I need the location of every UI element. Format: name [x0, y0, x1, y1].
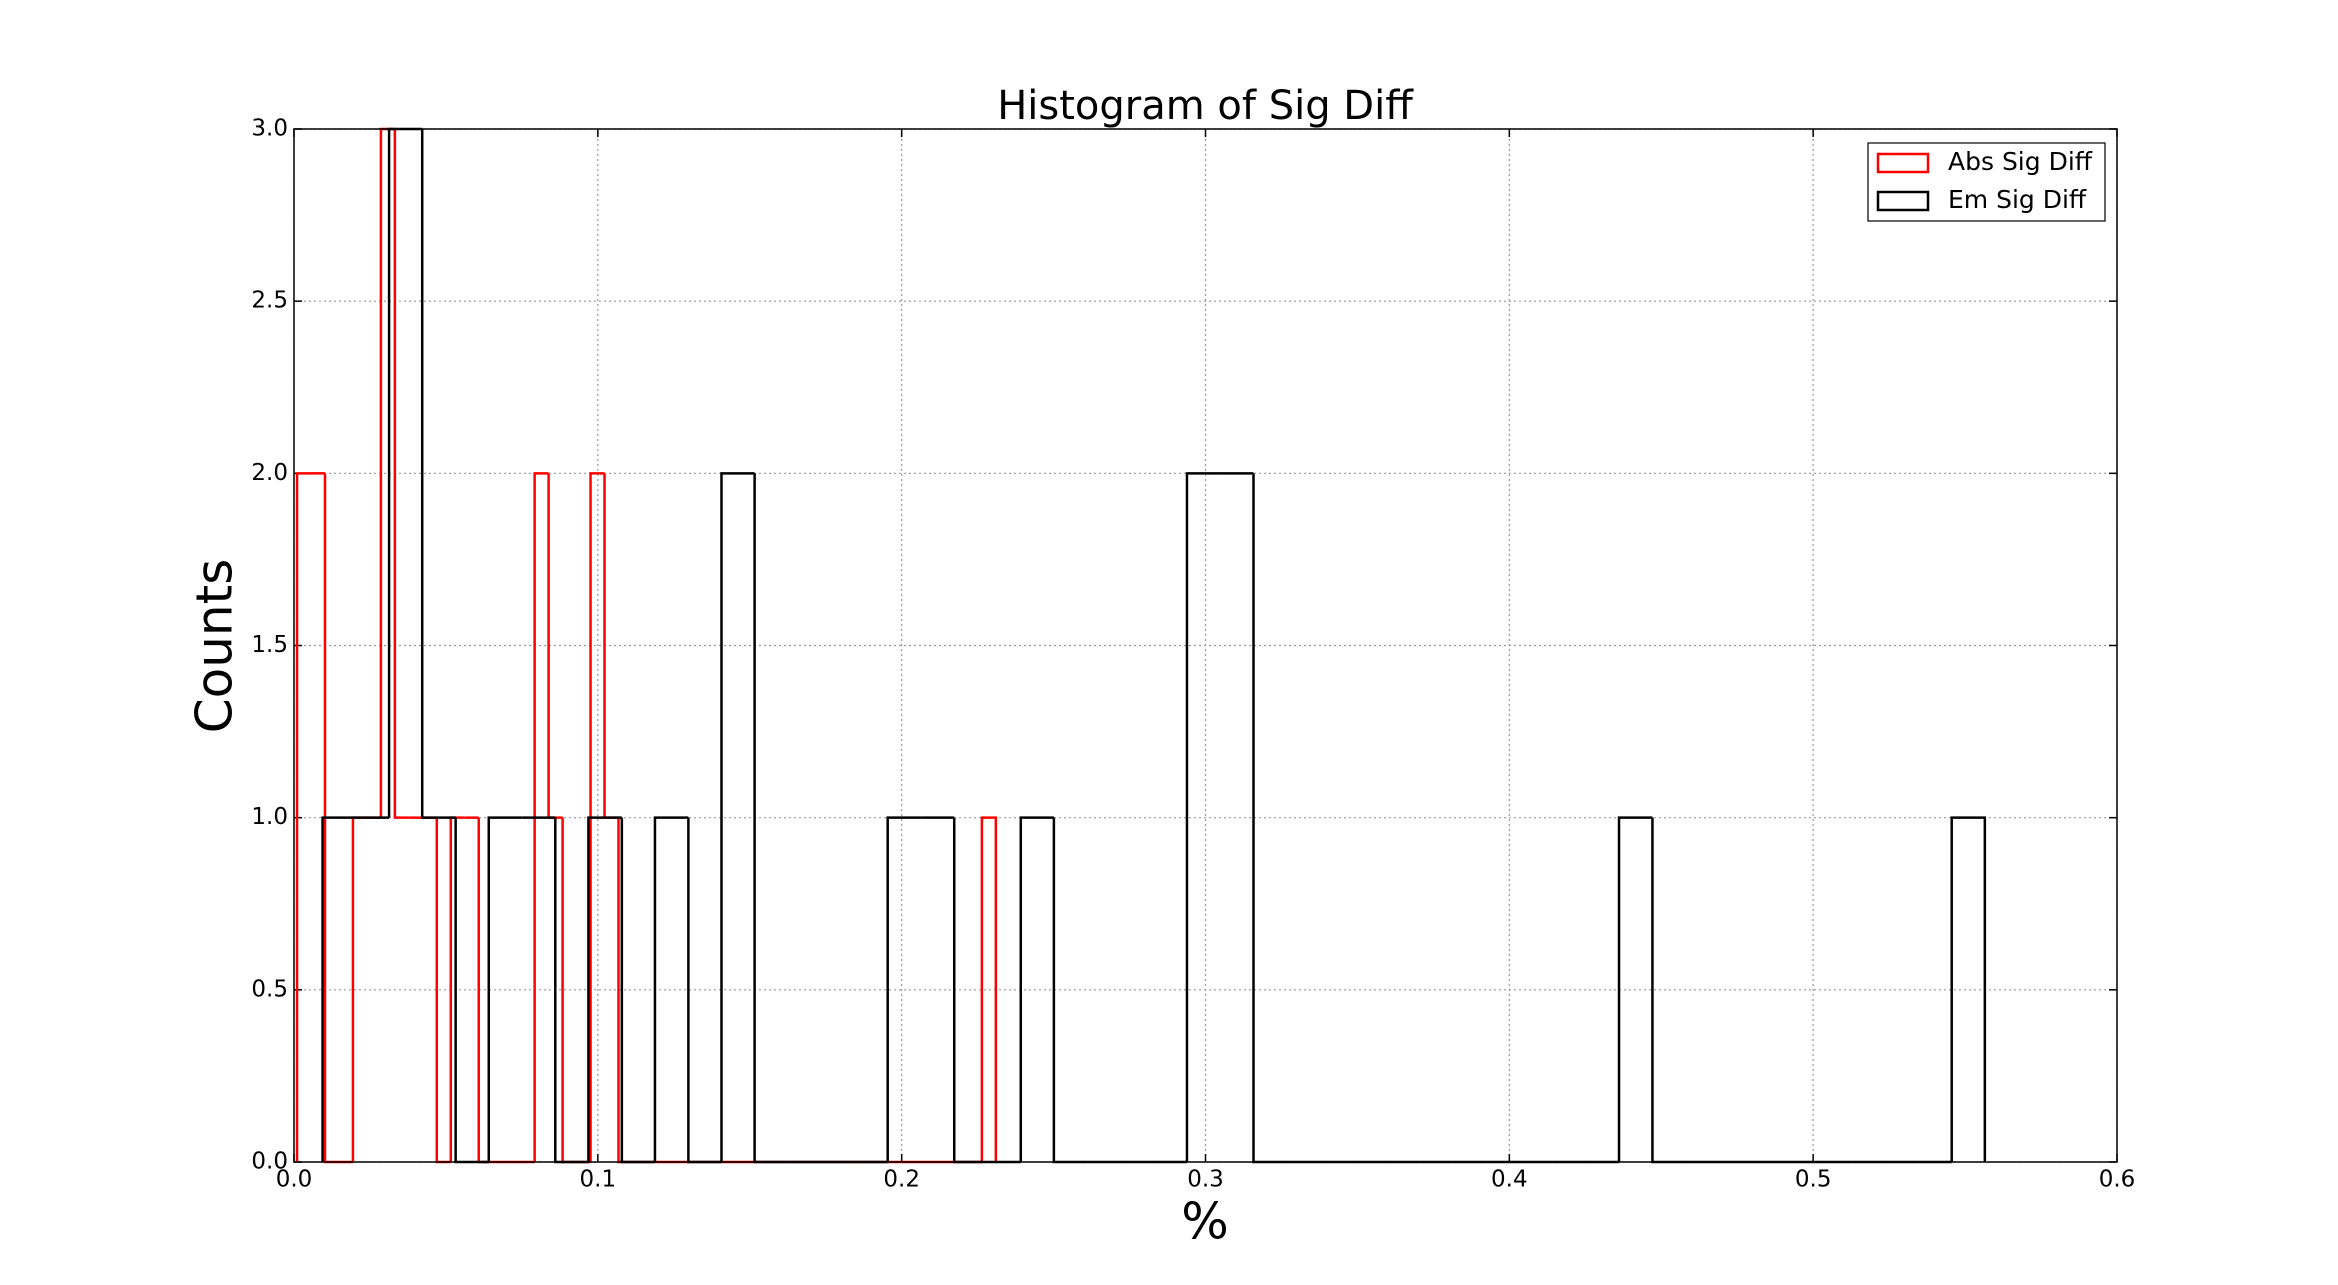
x-tick-label: 0.4 — [1491, 1167, 1528, 1193]
y-tick-label: 0.5 — [251, 976, 288, 1002]
legend-swatch — [1876, 190, 1930, 212]
histogram-bin — [420, 129, 456, 819]
legend-label: Em Sig Diff — [1948, 185, 2087, 214]
histogram-bin — [487, 816, 523, 1162]
y-tick-label: 1.5 — [251, 632, 288, 658]
histogram-bin — [589, 472, 605, 1162]
histogram-bin — [587, 816, 622, 1162]
x-tick-label: 0.3 — [1187, 1167, 1224, 1193]
histogram-bin — [886, 816, 922, 1162]
histogram-bin — [295, 472, 312, 1162]
histogram-bin — [653, 816, 689, 1162]
histogram-bin — [720, 472, 755, 1162]
y-tick-label: 0.0 — [251, 1149, 288, 1175]
y-tick-label: 3.0 — [251, 116, 288, 142]
chart-title: Histogram of Sig Diff — [997, 83, 1414, 129]
plot-frame — [293, 128, 2118, 1163]
y-tick-label: 1.0 — [251, 804, 288, 830]
x-tick-label: 0.5 — [1795, 1167, 1832, 1193]
x-tick-label: 0.0 — [276, 1167, 313, 1193]
histogram-bin — [1019, 816, 1054, 1162]
histogram-bin — [1950, 816, 1987, 1162]
legend: Abs Sig Diff Em Sig Diff — [1867, 142, 2106, 222]
histogram-bin — [321, 816, 356, 1162]
legend-box — [1867, 142, 2106, 222]
histogram-bin — [435, 817, 451, 1164]
x-axis-label: % — [1181, 1193, 1229, 1251]
legend-label: Abs Sig Diff — [1948, 147, 2093, 176]
y-tick-label: 2.5 — [251, 288, 288, 314]
legend-swatch — [1876, 152, 1930, 174]
x-tick-label: 0.6 — [2099, 1167, 2136, 1193]
y-axis-label: Counts — [186, 559, 244, 734]
histogram-bin — [449, 816, 465, 1162]
histogram-bin — [393, 129, 409, 819]
histogram-bin — [1617, 816, 1653, 1162]
x-tick-label: 0.2 — [883, 1167, 920, 1193]
histogram-bin — [533, 472, 549, 1162]
histogram-bin — [603, 473, 619, 819]
histogram-bin — [980, 816, 998, 1162]
y-tick-label: 2.0 — [251, 460, 288, 486]
histogram-bin — [1185, 472, 1221, 1162]
x-tick-label: 0.1 — [580, 1167, 617, 1193]
